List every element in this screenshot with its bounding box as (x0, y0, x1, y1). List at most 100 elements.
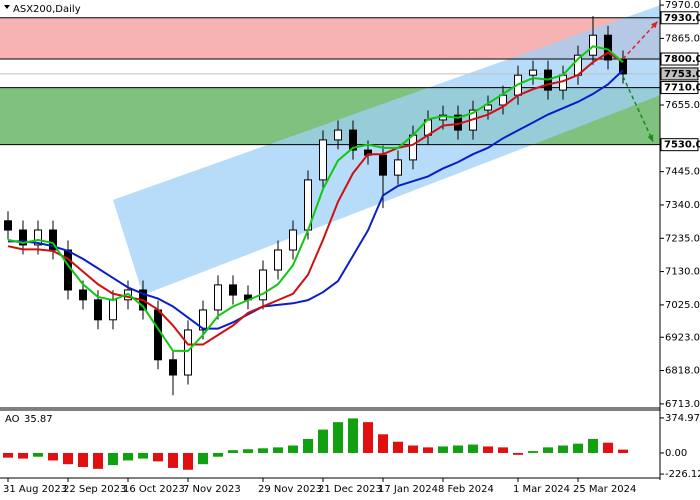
ao-bar (273, 447, 283, 453)
candle-body (184, 329, 192, 376)
ao-bar (3, 452, 13, 458)
ao-bar (588, 438, 598, 453)
level-box (660, 67, 699, 81)
ao-bar (408, 445, 418, 453)
candle-body (19, 229, 27, 246)
x-tick-label: 25 Mar 2024 (573, 484, 636, 495)
candle-body (484, 104, 492, 111)
level-box (660, 138, 699, 152)
ao-bar (513, 452, 523, 455)
ao-bar (168, 452, 178, 468)
level-label: 7530.0 (664, 140, 700, 151)
candle-body (64, 249, 72, 291)
ao-bar (483, 446, 493, 453)
level-label: 7800.0 (664, 54, 700, 65)
candle-body (94, 299, 102, 321)
level-box (660, 81, 699, 95)
indicator-line (7, 51, 624, 346)
ao-bar (93, 452, 103, 469)
ao-bar (378, 434, 388, 453)
y-tick-label: 7655.0 (665, 100, 700, 111)
ao-bar (528, 451, 538, 453)
ao-bar (48, 452, 58, 461)
candle-body (34, 229, 42, 246)
candle-body (349, 129, 357, 151)
ao-bar (303, 438, 313, 453)
ao-bar (468, 444, 478, 453)
x-tick-label: 16 Oct 2023 (123, 484, 185, 495)
y-tick-label: 7025.0 (665, 300, 700, 311)
forecast-arrowhead (647, 134, 654, 142)
y-tick-label: 7445.0 (665, 167, 700, 178)
ao-bar (318, 429, 328, 453)
x-tick-label: 22 Sep 2023 (63, 484, 126, 495)
y-tick-label: 7130.0 (665, 267, 700, 278)
ao-bar (63, 452, 73, 465)
ao-bar (498, 447, 508, 453)
ao-bar (183, 452, 193, 470)
x-tick-label: 21 Dec 2023 (318, 484, 382, 495)
forecast-arrow (622, 21, 659, 60)
indicator-line (7, 45, 624, 352)
ao-tick-label: -226.12 (665, 469, 700, 480)
y-tick-label: 6818.0 (665, 366, 700, 377)
forecast-arrow (622, 76, 654, 142)
candle-body (169, 359, 177, 376)
y-tick-label: 7340.0 (665, 200, 700, 211)
candle-body (499, 94, 507, 106)
x-tick-label: 31 Aug 2023 (3, 484, 67, 495)
candle-body (289, 229, 297, 251)
candle-body (79, 289, 87, 301)
ao-bar (618, 449, 628, 453)
candle-body (229, 284, 237, 296)
candle-body (529, 69, 537, 76)
ao-bar (243, 449, 253, 453)
ao-last-value: 35.87 (24, 414, 53, 425)
candle-body (379, 154, 387, 176)
level-label: 7753.0 (664, 69, 700, 80)
ao-bar (603, 442, 613, 453)
chart-title: ASX200,Daily (13, 4, 81, 15)
candle-body (154, 309, 162, 361)
ao-bar (363, 422, 373, 453)
price-area (0, 5, 661, 396)
ao-bar (393, 441, 403, 453)
ao-bar (288, 445, 298, 453)
y-tick-label: 7235.0 (665, 233, 700, 244)
x-tick-label: 7 Nov 2023 (183, 484, 241, 495)
ao-bar (543, 447, 553, 453)
level-label: 7930.0 (664, 13, 700, 24)
ao-bar (258, 448, 268, 453)
level-label: 7710.0 (664, 83, 700, 94)
candle-body (589, 34, 597, 56)
ao-bar (333, 422, 343, 453)
y-tick-label: 7970.0 (665, 0, 700, 11)
ao-bar (558, 445, 568, 453)
ao-bar (78, 452, 88, 467)
candle-body (274, 249, 282, 271)
candle-body (604, 34, 612, 61)
y-tick-label: 6923.0 (665, 332, 700, 343)
ao-bar (228, 450, 238, 453)
ao-bar (138, 452, 148, 459)
ao-bar (438, 446, 448, 453)
ao-bar (573, 443, 583, 453)
y-tick-label: 6713.0 (665, 399, 700, 410)
x-tick-label: 1 Mar 2024 (513, 484, 570, 495)
candle-body (109, 299, 117, 321)
candle-body (199, 309, 207, 331)
ao-name: AO (5, 414, 20, 425)
level-box (660, 11, 699, 25)
title-icon (4, 5, 10, 9)
x-tick-label: 8 Feb 2024 (438, 484, 494, 495)
indicator-line (8, 69, 624, 330)
ao-bar (453, 445, 463, 453)
x-tick-label: 29 Nov 2023 (258, 484, 322, 495)
level-box (660, 52, 699, 66)
y-tick-label: 7865.0 (665, 33, 700, 44)
ao-tick-label: 0.00 (665, 448, 687, 459)
candle-body (319, 139, 327, 181)
candle-body (259, 269, 267, 301)
ao-bar (123, 452, 133, 461)
